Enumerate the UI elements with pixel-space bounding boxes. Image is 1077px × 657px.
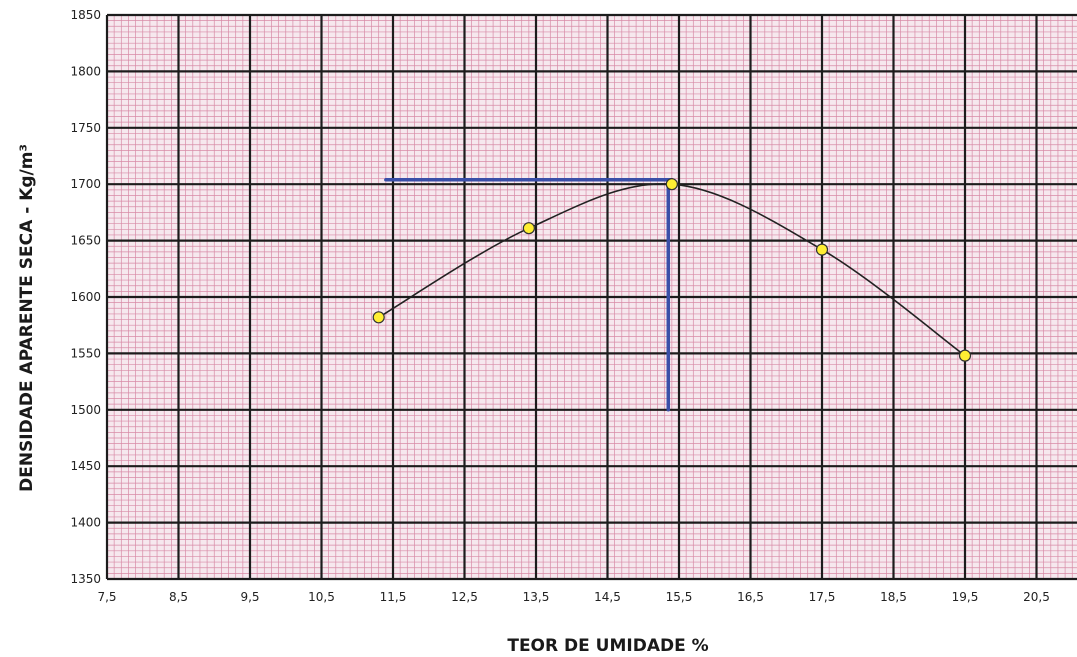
x-tick-label: 18,5 [880, 590, 907, 604]
reference-lines [384, 177, 674, 412]
y-tick-label: 1800 [70, 64, 101, 78]
x-tick-label: 20,5 [1023, 590, 1050, 604]
x-axis-ticks: 7,5 8,5 9,5 10,5 11,5 12,5 13,5 14,5 15,5 16,5 17,… [97, 590, 1049, 604]
y-tick-label: 1350 [70, 572, 101, 586]
series-layer [372, 178, 972, 362]
y-axis-title: DENSIDADE APARENTE SECA - Kg/m³ [17, 144, 37, 492]
y-tick-label: 1500 [70, 403, 101, 417]
x-tick-label: 9,5 [240, 590, 259, 604]
y-tick-label: 1650 [70, 234, 101, 248]
y-axis-ticks: 1350 1400 1450 1500 1550 1600 1650 1700 1750 1800… [70, 8, 101, 586]
y-tick-label: 1550 [70, 346, 101, 360]
x-tick-label: 13,5 [523, 590, 550, 604]
x-tick-label: 8,5 [169, 590, 188, 604]
x-tick-label: 16,5 [737, 590, 764, 604]
x-tick-label: 10,5 [308, 590, 335, 604]
y-tick-label: 1450 [70, 459, 101, 473]
major-grid [105, 13, 1077, 581]
data-point [665, 178, 678, 191]
data-point [815, 243, 829, 256]
data-point [958, 349, 972, 362]
x-tick-label: 15,5 [666, 590, 693, 604]
data-point [522, 222, 535, 235]
x-axis-title: TEOR DE UMIDADE % [507, 636, 708, 656]
x-tick-label: 11,5 [380, 590, 407, 604]
x-tick-label: 19,5 [952, 590, 979, 604]
y-tick-label: 1850 [70, 8, 101, 22]
y-tick-label: 1600 [70, 290, 101, 304]
data-point [372, 311, 385, 324]
y-tick-label: 1400 [70, 516, 101, 530]
y-tick-label: 1700 [70, 177, 101, 191]
x-tick-label: 12,5 [451, 590, 478, 604]
y-tick-label: 1750 [70, 121, 101, 135]
x-tick-label: 14,5 [594, 590, 621, 604]
x-tick-label: 7,5 [97, 590, 116, 604]
x-tick-label: 17,5 [809, 590, 836, 604]
